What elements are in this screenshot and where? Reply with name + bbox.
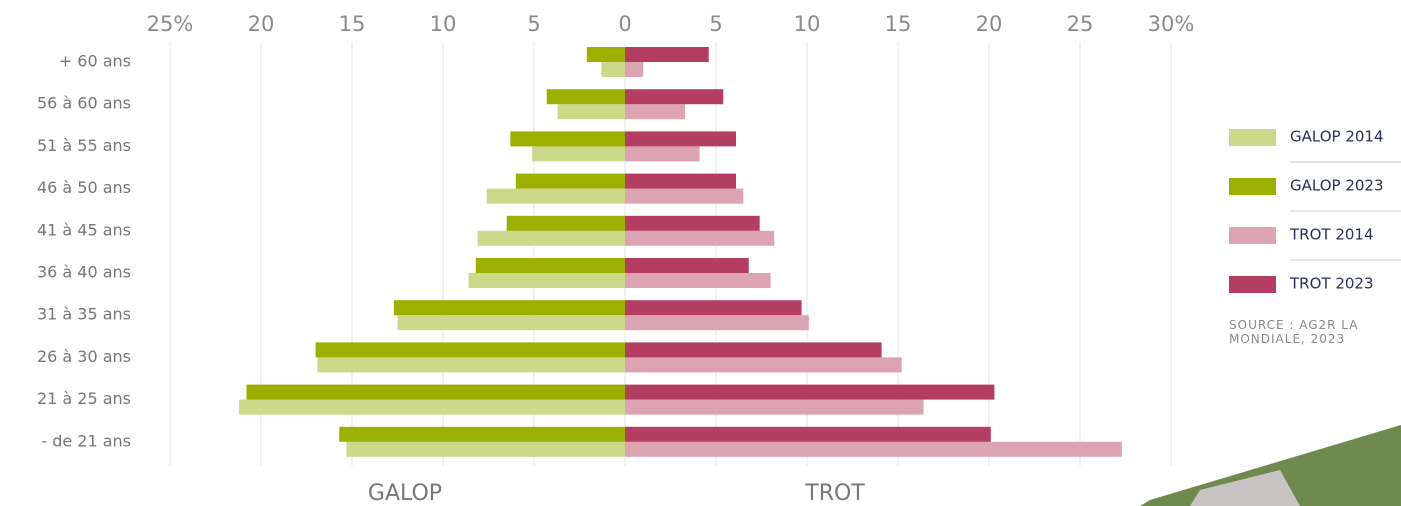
x-tick-label: 5	[709, 12, 722, 36]
bar	[625, 300, 802, 316]
category-label: + 60 ans	[59, 52, 131, 71]
bar	[475, 258, 625, 273]
x-tick-label: 20	[248, 12, 275, 36]
category-label: 31 à 35 ans	[37, 305, 131, 324]
legend-label: TROT 2014	[1289, 226, 1374, 244]
bar	[515, 173, 625, 189]
bar	[468, 273, 625, 288]
legend-swatch	[1229, 129, 1276, 146]
bar	[625, 426, 991, 442]
bar	[601, 62, 625, 77]
bar	[317, 357, 625, 373]
bar	[625, 104, 686, 120]
category-label: 46 à 50 ans	[37, 178, 131, 197]
bar	[625, 230, 775, 246]
bar	[339, 426, 625, 442]
legend-label: TROT 2023	[1289, 275, 1374, 293]
category-label: 41 à 45 ans	[37, 220, 131, 239]
legend-swatch	[1229, 178, 1276, 195]
category-label: 36 à 40 ans	[37, 263, 131, 282]
bar	[393, 300, 625, 316]
bar	[625, 357, 902, 373]
bar	[625, 188, 744, 204]
bar	[625, 384, 995, 400]
side-label: GALOP	[368, 481, 442, 506]
x-tick-label: 5	[527, 12, 540, 36]
side-label: TROT	[804, 481, 865, 506]
bar	[625, 441, 1122, 457]
category-label: 21 à 25 ans	[37, 389, 131, 408]
bar	[477, 230, 625, 246]
legend-label: GALOP 2014	[1290, 128, 1384, 146]
category-label: 51 à 55 ans	[37, 136, 131, 155]
bar	[315, 342, 625, 358]
bar	[246, 384, 625, 400]
bar	[625, 62, 644, 77]
bar	[625, 173, 737, 189]
bar	[486, 188, 625, 204]
bar	[346, 441, 625, 457]
bar	[625, 258, 749, 273]
bar	[625, 47, 709, 62]
bar	[625, 131, 737, 147]
x-tick-label: 0	[618, 12, 631, 36]
x-tick-label: 10	[430, 12, 457, 36]
bar	[625, 342, 882, 358]
photo-detail	[1190, 470, 1300, 506]
bar	[397, 315, 625, 331]
x-tick-label: 30%	[1148, 12, 1195, 36]
source: SOURCE : AG2R LA MONDIALE, 2023	[1229, 318, 1359, 346]
photo	[1140, 425, 1401, 506]
bar	[625, 399, 924, 415]
bar	[546, 89, 625, 105]
bar	[506, 215, 625, 231]
legend-swatch	[1229, 276, 1276, 293]
x-tick-label: 15	[339, 12, 366, 36]
bar	[625, 273, 771, 288]
x-tick-label: 20	[976, 12, 1003, 36]
category-label: - de 21 ans	[41, 431, 131, 450]
x-tick-label: 10	[794, 12, 821, 36]
x-tick-label: 15	[885, 12, 912, 36]
bar	[625, 146, 700, 162]
bar	[557, 104, 625, 120]
x-tick-label: 25	[1067, 12, 1094, 36]
bar	[625, 89, 724, 105]
legend-swatch	[1229, 227, 1276, 244]
legend-label: GALOP 2023	[1290, 177, 1384, 195]
category-label: 26 à 30 ans	[37, 347, 131, 366]
x-tick-label: 25%	[147, 12, 194, 36]
bar	[625, 315, 809, 331]
bar	[510, 131, 625, 147]
bar	[586, 47, 625, 62]
bar	[239, 399, 625, 415]
bar	[532, 146, 625, 162]
bar	[625, 215, 760, 231]
category-label: 56 à 60 ans	[37, 94, 131, 113]
